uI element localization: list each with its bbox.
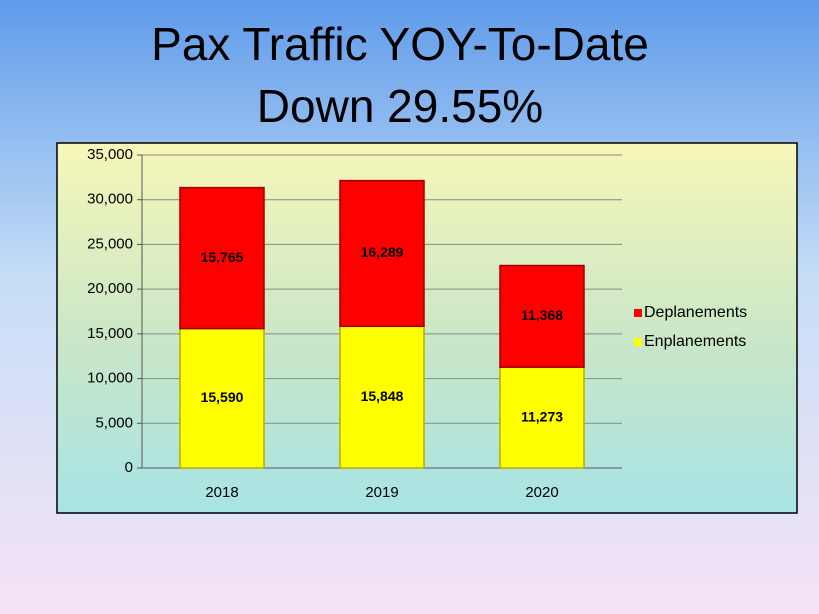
y-tick-label: 20,000 xyxy=(87,280,133,297)
value-label: 11,273 xyxy=(521,408,563,424)
plot: 0 5,000 10,000 15,000 20,000 25,000 30,000 35,0… xyxy=(87,146,747,501)
x-tick-label: 2019 xyxy=(365,484,398,501)
legend-label: Enplanements xyxy=(644,333,746,350)
value-label: 15,848 xyxy=(361,388,404,404)
y-tick-label: 10,000 xyxy=(87,370,133,387)
value-label: 11,368 xyxy=(521,307,563,323)
y-tick-label: 5,000 xyxy=(95,414,133,431)
bar-segment xyxy=(179,327,265,469)
value-label: 15,765 xyxy=(201,249,244,265)
x-tick-label: 2020 xyxy=(525,484,558,501)
y-tick-label: 25,000 xyxy=(87,235,133,252)
y-tick-label: 30,000 xyxy=(87,191,133,208)
legend-swatch xyxy=(634,309,642,317)
value-label: 15,590 xyxy=(201,389,244,405)
legend-swatch xyxy=(634,338,642,346)
x-tick-label: 2018 xyxy=(205,484,238,501)
title-line: Down 29.55% xyxy=(257,80,543,132)
title-line: Pax Traffic YOY-To-Date xyxy=(151,18,649,70)
bar-segment xyxy=(339,179,425,328)
y-tick-label: 15,000 xyxy=(87,325,133,342)
legend-label: Deplanements xyxy=(644,304,747,321)
value-label: 16,289 xyxy=(361,244,404,260)
bar-segment xyxy=(179,186,265,330)
y-tick-label: 0 xyxy=(125,459,133,476)
y-tick-label: 35,000 xyxy=(87,146,133,163)
chart-panel xyxy=(56,142,798,514)
bar-segment xyxy=(499,264,585,368)
